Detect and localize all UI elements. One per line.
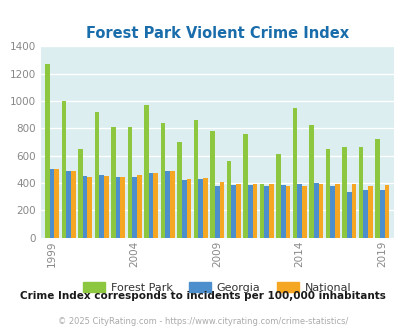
Bar bbox=[247, 185, 252, 238]
Text: Crime Index corresponds to incidents per 100,000 inhabitants: Crime Index corresponds to incidents per… bbox=[20, 291, 385, 301]
Bar bbox=[341, 148, 346, 238]
Bar bbox=[153, 173, 158, 238]
Bar bbox=[120, 177, 125, 238]
Bar bbox=[160, 123, 165, 238]
Bar bbox=[210, 131, 214, 238]
Bar bbox=[243, 134, 247, 238]
Bar bbox=[104, 176, 108, 238]
Bar bbox=[301, 186, 306, 238]
Bar bbox=[235, 184, 240, 238]
Bar bbox=[259, 184, 264, 238]
Bar bbox=[54, 169, 59, 238]
Bar bbox=[379, 190, 384, 238]
Bar bbox=[325, 149, 330, 238]
Bar bbox=[285, 186, 290, 238]
Bar bbox=[252, 184, 256, 238]
Bar bbox=[226, 161, 231, 238]
Bar bbox=[374, 139, 379, 238]
Bar bbox=[346, 192, 351, 238]
Bar bbox=[144, 105, 149, 238]
Title: Forest Park Violent Crime Index: Forest Park Violent Crime Index bbox=[85, 26, 348, 41]
Bar bbox=[202, 178, 207, 238]
Bar bbox=[193, 120, 198, 238]
Bar bbox=[165, 171, 170, 238]
Bar bbox=[313, 183, 318, 238]
Bar bbox=[219, 182, 224, 238]
Bar bbox=[149, 173, 153, 238]
Bar bbox=[87, 177, 92, 238]
Bar bbox=[214, 186, 219, 238]
Bar bbox=[358, 148, 362, 238]
Bar bbox=[177, 142, 181, 238]
Bar bbox=[198, 179, 202, 238]
Bar bbox=[367, 186, 372, 238]
Bar bbox=[297, 184, 301, 238]
Bar bbox=[66, 171, 71, 238]
Legend: Forest Park, Georgia, National: Forest Park, Georgia, National bbox=[78, 278, 355, 297]
Bar bbox=[99, 176, 104, 238]
Bar bbox=[280, 185, 285, 238]
Bar bbox=[384, 185, 388, 238]
Bar bbox=[362, 190, 367, 238]
Bar bbox=[330, 186, 334, 238]
Bar bbox=[181, 180, 186, 238]
Bar bbox=[71, 171, 75, 238]
Bar bbox=[309, 125, 313, 238]
Bar bbox=[351, 183, 355, 238]
Bar bbox=[115, 177, 120, 238]
Text: © 2025 CityRating.com - https://www.cityrating.com/crime-statistics/: © 2025 CityRating.com - https://www.city… bbox=[58, 317, 347, 326]
Bar bbox=[231, 185, 235, 238]
Bar bbox=[132, 177, 136, 238]
Bar bbox=[136, 176, 141, 238]
Bar bbox=[111, 127, 115, 238]
Bar bbox=[45, 64, 50, 238]
Bar bbox=[128, 127, 132, 238]
Bar bbox=[334, 183, 339, 238]
Bar bbox=[264, 186, 269, 238]
Bar bbox=[50, 169, 54, 238]
Bar bbox=[318, 183, 322, 238]
Bar bbox=[186, 180, 191, 238]
Bar bbox=[269, 183, 273, 238]
Bar bbox=[94, 112, 99, 238]
Bar bbox=[276, 154, 280, 238]
Bar bbox=[170, 171, 174, 238]
Bar bbox=[78, 149, 83, 238]
Bar bbox=[292, 108, 297, 238]
Bar bbox=[62, 101, 66, 238]
Bar bbox=[83, 176, 87, 238]
